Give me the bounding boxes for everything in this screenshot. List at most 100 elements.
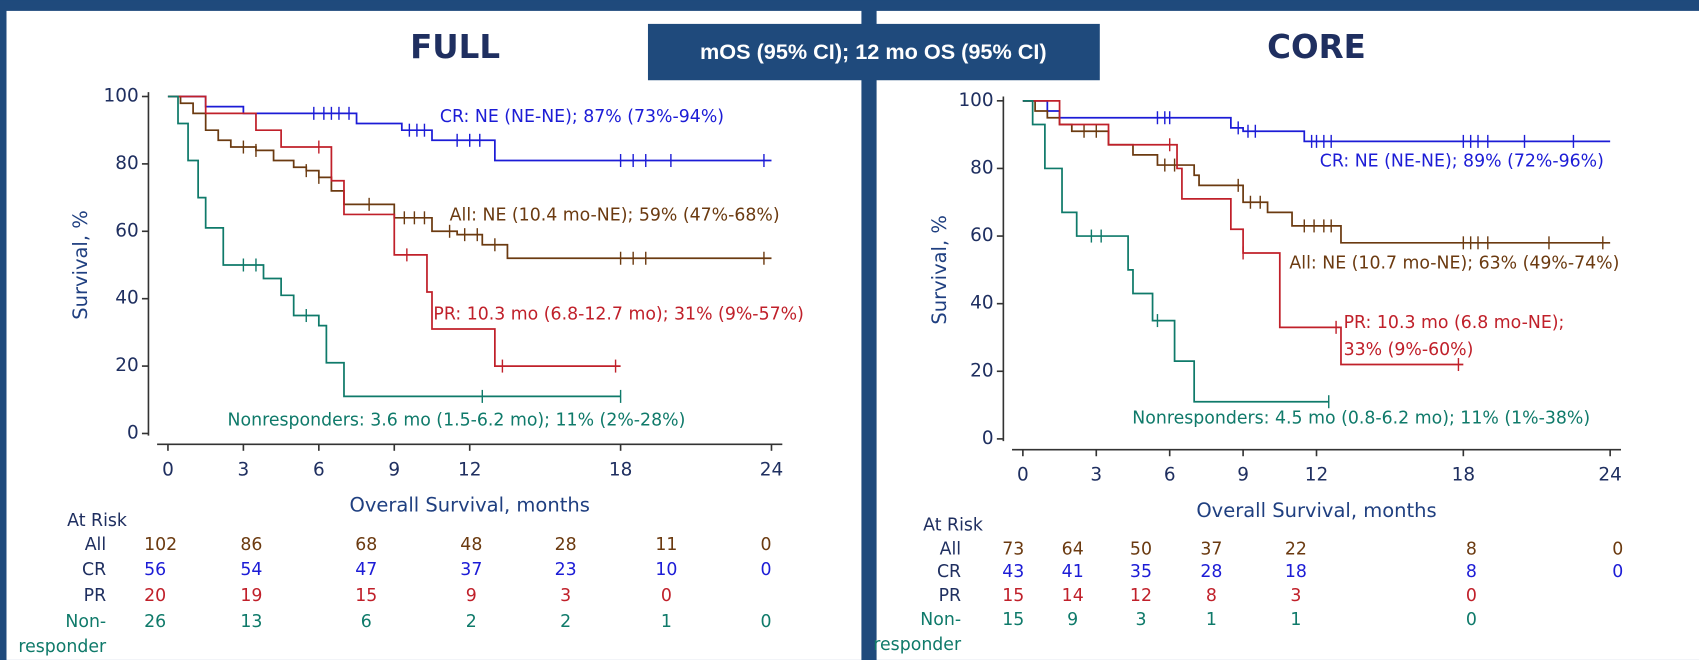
y-tick-label: 60 bbox=[970, 225, 993, 246]
at-risk-value: 56 bbox=[144, 560, 166, 580]
chart-title: FULL bbox=[410, 28, 500, 66]
at-risk-label: responder bbox=[873, 635, 962, 655]
at-risk-value: 47 bbox=[355, 560, 377, 580]
y-tick-label: 40 bbox=[970, 293, 993, 314]
at-risk-value: 28 bbox=[1200, 562, 1222, 582]
survival-curve bbox=[1022, 99, 1611, 244]
at-risk-label: CR bbox=[82, 560, 106, 580]
at-risk-label: Non- bbox=[65, 612, 106, 632]
at-risk-value: 19 bbox=[240, 586, 262, 606]
at-risk-value: 15 bbox=[1002, 586, 1024, 606]
chart-title: CORE bbox=[1267, 28, 1366, 66]
at-risk-value: 48 bbox=[460, 535, 482, 555]
at-risk-value: 6 bbox=[361, 612, 372, 632]
at-risk-value: 0 bbox=[1466, 586, 1477, 606]
at-risk-value: 10 bbox=[655, 560, 677, 580]
y-tick-label: 60 bbox=[115, 220, 138, 241]
survival-curve bbox=[1022, 99, 1611, 143]
at-risk-label: All bbox=[940, 539, 961, 559]
y-axis-label: Survival, % bbox=[928, 215, 951, 325]
at-risk-value: 68 bbox=[355, 535, 377, 555]
x-tick-label: 6 bbox=[1164, 465, 1176, 486]
survival-curve bbox=[1022, 99, 1329, 403]
at-risk-value: 20 bbox=[144, 586, 166, 606]
header-box bbox=[647, 23, 1100, 81]
survival-curve bbox=[167, 95, 621, 398]
x-axis-label: Overall Survival, months bbox=[1196, 499, 1436, 522]
y-tick-label: 100 bbox=[958, 90, 993, 111]
annotation: 33% (9%-60%) bbox=[1344, 340, 1474, 360]
x-tick-label: 12 bbox=[1305, 465, 1328, 486]
at-risk-value: 9 bbox=[1067, 610, 1078, 630]
annotation: CR: NE (NE-NE); 89% (72%-96%) bbox=[1320, 152, 1604, 172]
survival-curve bbox=[1022, 99, 1464, 366]
at-risk-value: 23 bbox=[555, 560, 577, 580]
right-panel bbox=[876, 10, 1699, 660]
at-risk-title: At Risk bbox=[923, 516, 983, 536]
x-axis-label: Overall Survival, months bbox=[350, 494, 590, 517]
y-tick-label: 20 bbox=[115, 355, 138, 376]
left-panel bbox=[6, 10, 862, 660]
y-tick-label: 40 bbox=[115, 288, 138, 309]
at-risk-value: 13 bbox=[240, 612, 262, 632]
at-risk-value: 3 bbox=[1290, 586, 1301, 606]
survival-curve bbox=[167, 95, 772, 162]
at-risk-value: 28 bbox=[555, 535, 577, 555]
at-risk-value: 8 bbox=[1206, 586, 1217, 606]
at-risk-value: 102 bbox=[144, 535, 177, 555]
at-risk-label: CR bbox=[937, 562, 961, 582]
annotation: CR: NE (NE-NE); 87% (73%-94%) bbox=[440, 107, 724, 127]
at-risk-value: 8 bbox=[1466, 562, 1477, 582]
x-tick-label: 3 bbox=[238, 459, 250, 480]
at-risk-value: 3 bbox=[560, 586, 571, 606]
survival-curve bbox=[167, 95, 621, 367]
at-risk-value: 11 bbox=[655, 535, 677, 555]
at-risk-value: 54 bbox=[240, 560, 262, 580]
at-risk-title: At Risk bbox=[67, 511, 127, 531]
at-risk-label: All bbox=[85, 535, 106, 555]
at-risk-value: 14 bbox=[1062, 586, 1084, 606]
at-risk-value: 26 bbox=[144, 612, 166, 632]
x-tick-label: 24 bbox=[1598, 465, 1621, 486]
y-tick-label: 20 bbox=[970, 360, 993, 381]
x-tick-label: 6 bbox=[313, 459, 325, 480]
y-axis-label: Survival, % bbox=[69, 210, 92, 320]
at-risk-label: responder bbox=[18, 637, 107, 657]
x-tick-label: 0 bbox=[1017, 465, 1029, 486]
y-tick-label: 0 bbox=[982, 428, 994, 449]
at-risk-value: 0 bbox=[761, 535, 772, 555]
at-risk-value: 3 bbox=[1135, 610, 1146, 630]
annotation: PR: 10.3 mo (6.8-12.7 mo); 31% (9%-57%) bbox=[433, 304, 803, 324]
at-risk-value: 12 bbox=[1130, 586, 1152, 606]
at-risk-value: 2 bbox=[560, 612, 571, 632]
at-risk-value: 35 bbox=[1130, 562, 1152, 582]
at-risk-value: 2 bbox=[466, 612, 477, 632]
annotation: Nonresponders: 4.5 mo (0.8-6.2 mo); 11% … bbox=[1132, 408, 1590, 428]
x-tick-label: 9 bbox=[388, 459, 400, 480]
at-risk-value: 18 bbox=[1285, 562, 1307, 582]
annotation: All: NE (10.4 mo-NE); 59% (47%-68%) bbox=[450, 206, 780, 226]
at-risk-label: PR bbox=[84, 586, 107, 606]
at-risk-value: 0 bbox=[1612, 562, 1623, 582]
at-risk-value: 0 bbox=[761, 560, 772, 580]
at-risk-value: 15 bbox=[355, 586, 377, 606]
at-risk-value: 8 bbox=[1466, 539, 1477, 559]
at-risk-label: PR bbox=[939, 586, 962, 606]
x-tick-label: 18 bbox=[1452, 465, 1475, 486]
at-risk-value: 0 bbox=[761, 612, 772, 632]
at-risk-value: 41 bbox=[1062, 562, 1084, 582]
at-risk-label: Non- bbox=[920, 610, 961, 630]
x-tick-label: 24 bbox=[760, 459, 783, 480]
x-tick-label: 12 bbox=[458, 459, 481, 480]
annotation: PR: 10.3 mo (6.8 mo-NE); bbox=[1344, 313, 1565, 333]
at-risk-value: 22 bbox=[1285, 539, 1307, 559]
y-tick-label: 80 bbox=[970, 157, 993, 178]
at-risk-value: 1 bbox=[1206, 610, 1217, 630]
x-tick-label: 0 bbox=[162, 459, 174, 480]
at-risk-value: 0 bbox=[1466, 610, 1477, 630]
at-risk-value: 50 bbox=[1130, 539, 1152, 559]
x-tick-label: 3 bbox=[1090, 465, 1102, 486]
at-risk-value: 73 bbox=[1002, 539, 1024, 559]
at-risk-value: 0 bbox=[1612, 539, 1623, 559]
